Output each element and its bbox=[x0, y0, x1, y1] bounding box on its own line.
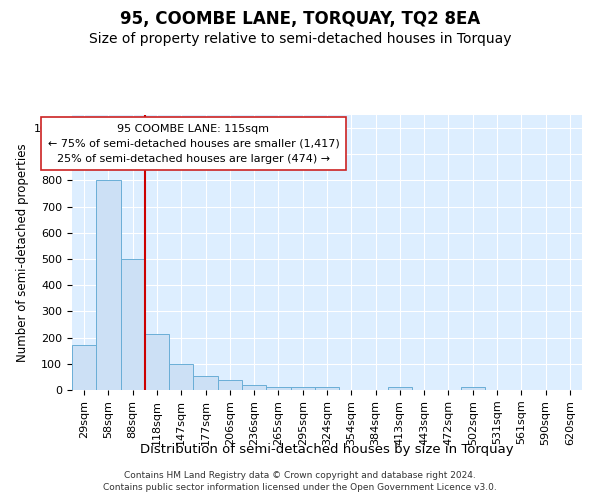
Bar bbox=[461, 388, 485, 390]
Bar bbox=[169, 364, 193, 390]
Bar bbox=[96, 180, 121, 390]
Text: Distribution of semi-detached houses by size in Torquay: Distribution of semi-detached houses by … bbox=[140, 442, 514, 456]
Text: Size of property relative to semi-detached houses in Torquay: Size of property relative to semi-detach… bbox=[89, 32, 511, 46]
Bar bbox=[290, 388, 315, 390]
Text: 95 COOMBE LANE: 115sqm
← 75% of semi-detached houses are smaller (1,417)
25% of : 95 COOMBE LANE: 115sqm ← 75% of semi-det… bbox=[47, 124, 340, 164]
Bar bbox=[218, 380, 242, 390]
Bar bbox=[193, 376, 218, 390]
Text: Contains HM Land Registry data © Crown copyright and database right 2024.
Contai: Contains HM Land Registry data © Crown c… bbox=[103, 471, 497, 492]
Bar bbox=[145, 334, 169, 390]
Bar bbox=[242, 385, 266, 390]
Y-axis label: Number of semi-detached properties: Number of semi-detached properties bbox=[16, 143, 29, 362]
Bar bbox=[315, 388, 339, 390]
Bar bbox=[72, 346, 96, 390]
Text: 95, COOMBE LANE, TORQUAY, TQ2 8EA: 95, COOMBE LANE, TORQUAY, TQ2 8EA bbox=[120, 10, 480, 28]
Bar bbox=[121, 259, 145, 390]
Bar bbox=[388, 388, 412, 390]
Bar bbox=[266, 386, 290, 390]
